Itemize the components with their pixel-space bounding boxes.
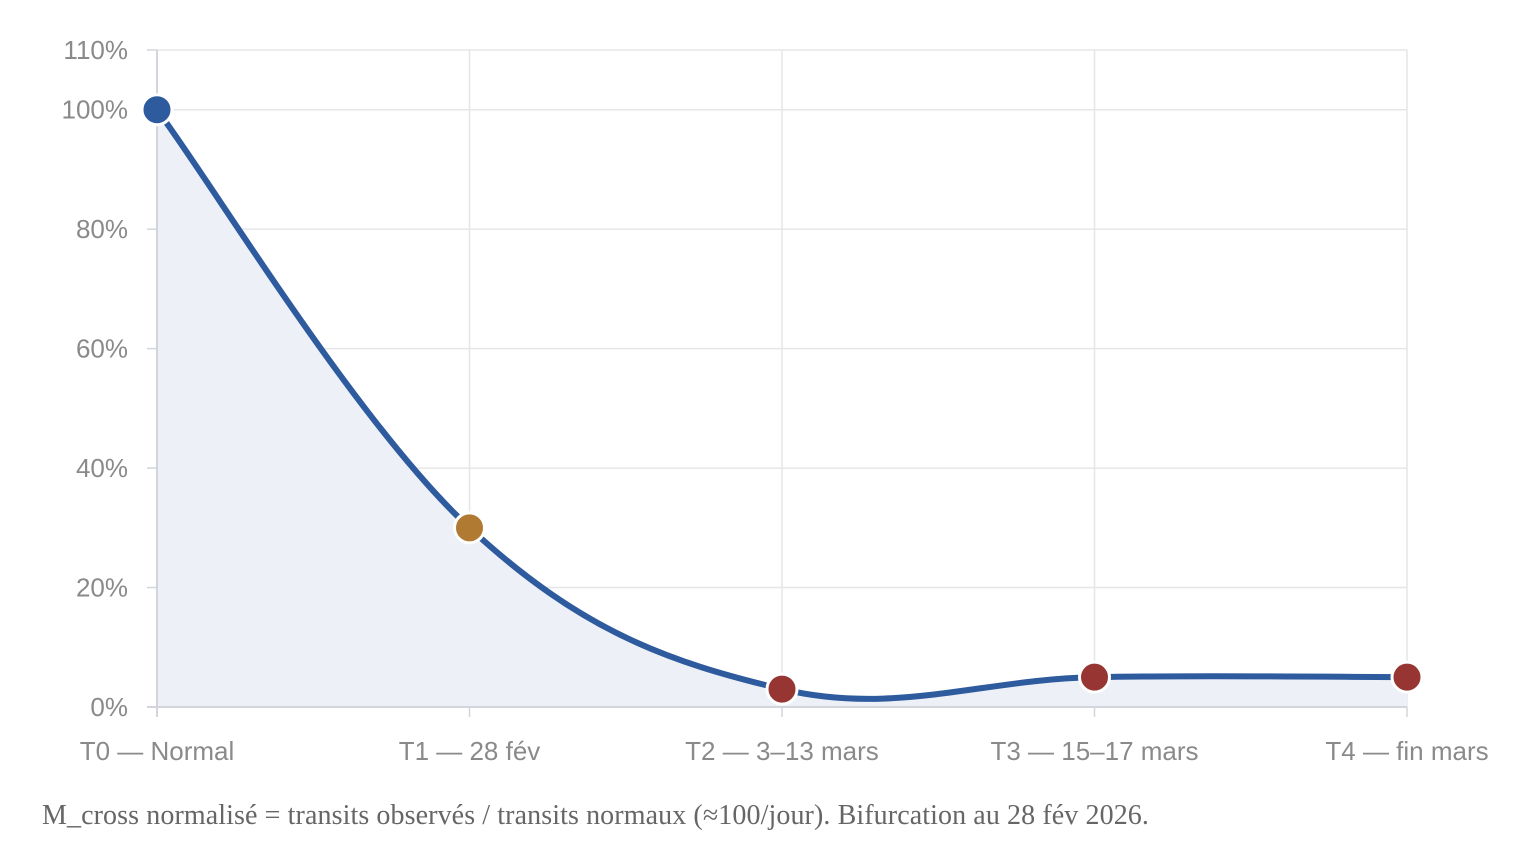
x-tick-label: T1 — 28 fév [399,736,541,766]
series-line [154,106,1410,702]
line-chart: 0% 20% 40% 60% 80% 100% 110% T0 — Normal T1 — 2… [62,35,1489,766]
data-point [1390,660,1424,694]
data-point [765,672,799,706]
x-tick-label: T2 — 3–13 mars [685,736,879,766]
x-tick-label: T3 — 15–17 mars [990,736,1198,766]
y-tick-label: 60% [76,334,128,364]
y-tick-label: 100% [62,95,129,125]
y-tick-label: 110% [63,35,128,65]
data-point [1078,660,1111,694]
y-tick-labels: 0% 20% 40% 60% 80% 100% 110% [62,35,129,722]
y-tick-label: 80% [76,214,128,244]
axes [147,49,1408,717]
series-line-path [154,106,1410,702]
x-tick-label: T4 — fin mars [1325,736,1488,766]
y-tick-label: 20% [76,573,128,603]
data-points [140,93,1424,706]
x-tick-labels: T0 — Normal T1 — 28 fév T2 — 3–13 mars T3 —… [80,736,1489,766]
data-point [140,93,174,127]
y-tick-label: 40% [76,453,128,483]
chart-caption: M_cross normalisé = transits observés / … [42,800,1149,831]
y-tick-label: 0% [90,692,128,722]
series-area [157,109,1407,707]
data-point [453,511,486,545]
x-tick-label: T0 — Normal [80,736,235,766]
area-fill [157,109,1407,707]
